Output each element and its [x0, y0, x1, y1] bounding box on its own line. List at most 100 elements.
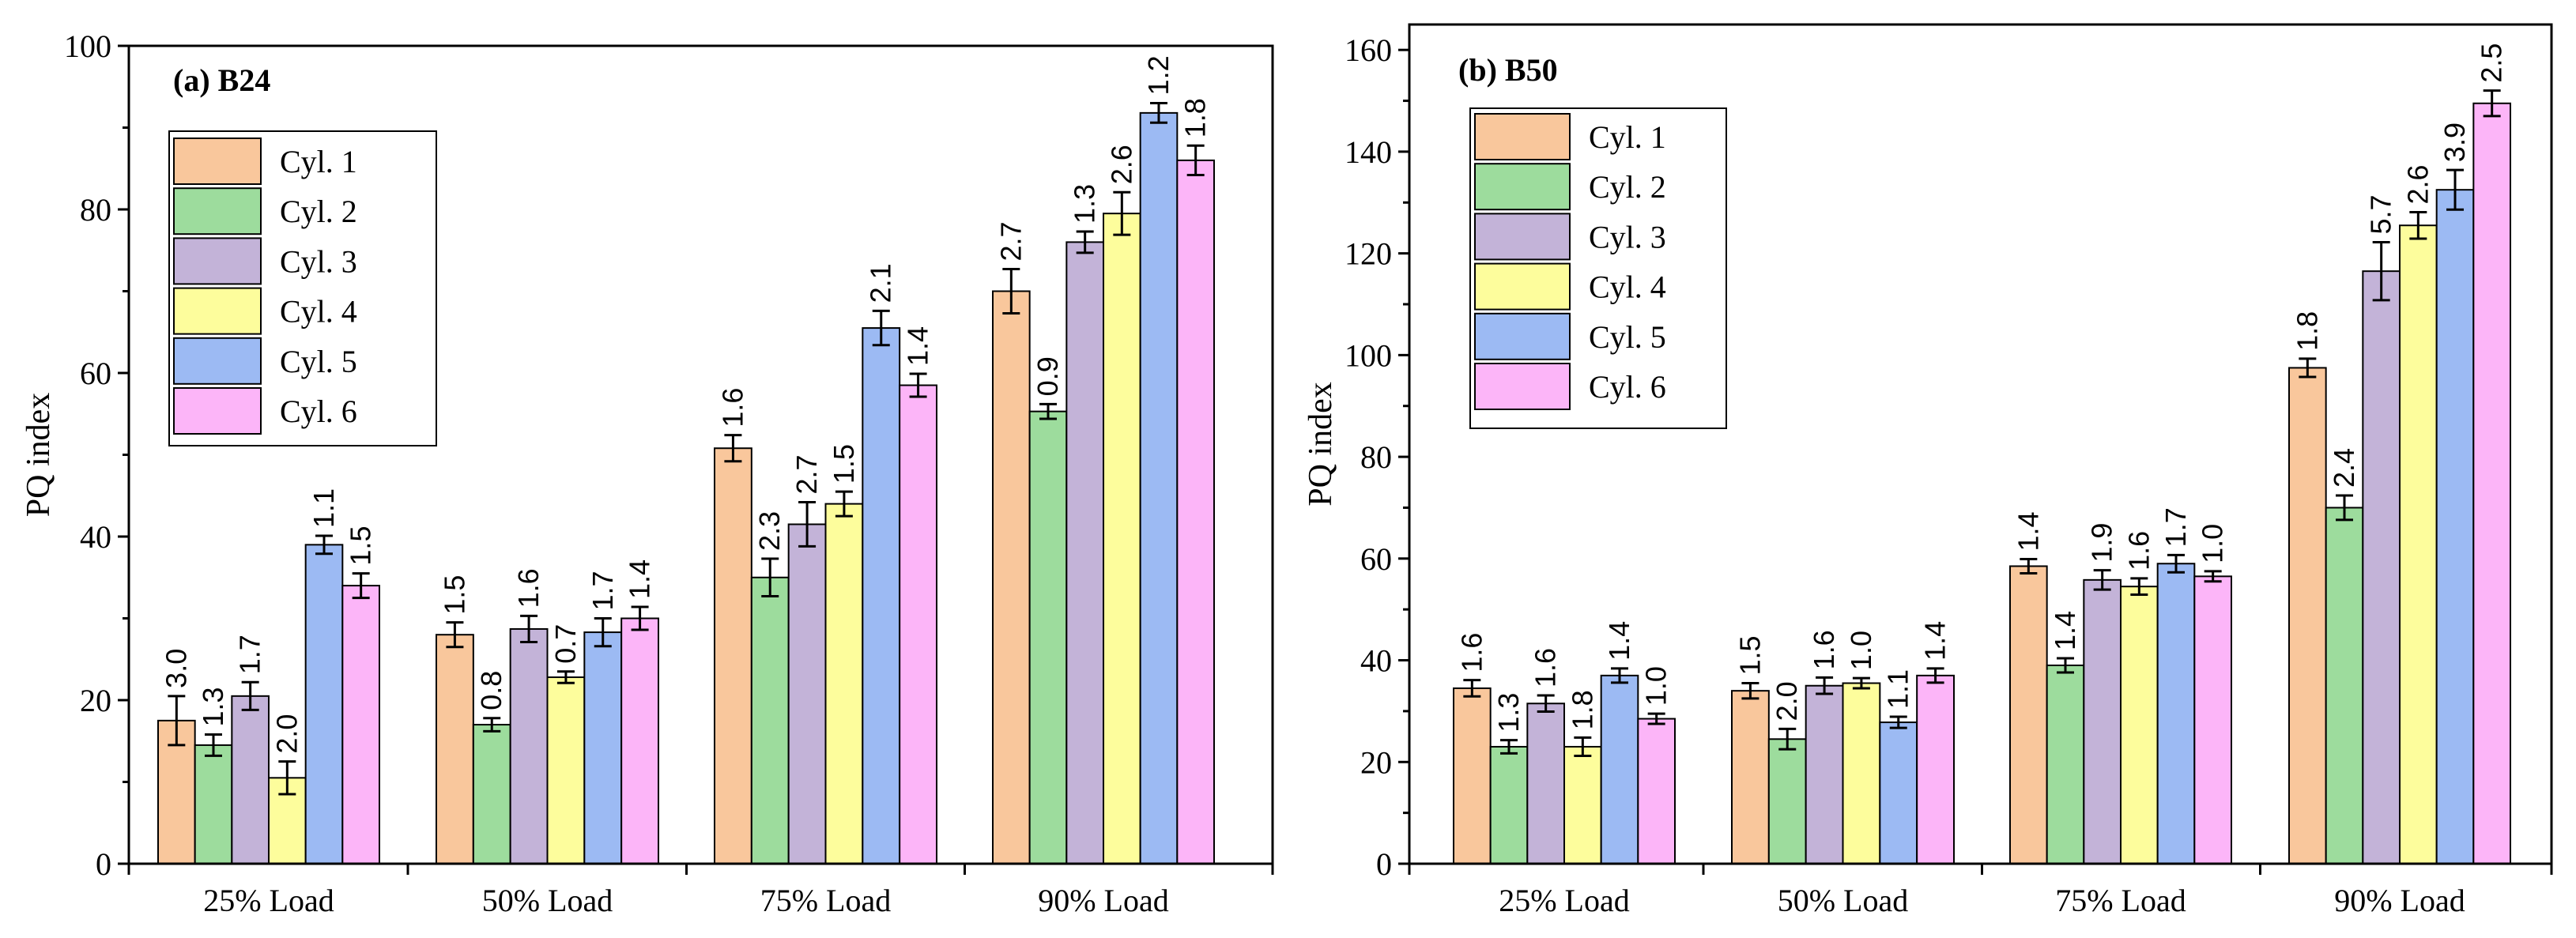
bar-b-2-cyl6 [1916, 674, 1956, 865]
bar-a-2-cyl3 [509, 627, 549, 865]
y-tick-label-b: 160 [1345, 32, 1392, 68]
bar-b-4-cyl4 [2399, 224, 2438, 865]
bar-b-2-cyl5 [1879, 721, 1918, 865]
bar-b-2-cyl3 [1805, 684, 1844, 865]
y-tick-label-b: 140 [1345, 134, 1392, 170]
chart-panel-b: 1.6 1.3 1.6 1.8 1.4 1.0 25% Load 1.5 2.0 1.6 1.0 1.… [1288, 0, 2576, 938]
data-label-a-1-cyl1: 3.0 [160, 649, 192, 688]
data-label-b-2-cyl3: 1.6 [1808, 630, 1840, 669]
y-tick-label-a: 60 [80, 356, 111, 391]
legend-label-b-cyl5: Cyl. 5 [1589, 319, 1666, 355]
plot-frame-b [1408, 23, 2553, 865]
data-label-a-1-cyl6: 1.5 [345, 526, 377, 566]
data-label-a-2-cyl5: 1.7 [586, 571, 619, 610]
x-tick-label-a-4: 90% Load [1038, 883, 1169, 918]
data-label-a-1-cyl5: 1.1 [307, 488, 340, 528]
data-label-a-4-cyl2: 0.9 [1032, 356, 1064, 396]
legend-swatch-b-cyl3 [1474, 213, 1571, 261]
y-tick-label-a: 0 [96, 846, 111, 882]
data-label-b-2-cyl2: 2.0 [1771, 681, 1803, 721]
y-tick-label-a: 40 [80, 519, 111, 555]
data-label-a-3-cyl6: 1.4 [902, 326, 934, 366]
data-label-a-1-cyl2: 1.3 [197, 687, 229, 726]
bar-b-4-cyl5 [2435, 189, 2475, 865]
bar-b-4-cyl3 [2362, 270, 2401, 865]
legend-swatch-b-cyl1 [1474, 113, 1571, 160]
bar-b-3-cyl4 [2120, 586, 2159, 865]
data-label-b-4-cyl3: 5.7 [2365, 194, 2397, 234]
y-axis-title-a: PQ index [21, 393, 57, 518]
legend-label-b-cyl3: Cyl. 3 [1589, 219, 1666, 254]
data-label-b-4-cyl5: 3.9 [2438, 122, 2471, 162]
bar-a-4-cyl3 [1065, 241, 1105, 865]
data-label-a-2-cyl3: 1.6 [512, 568, 545, 608]
legend-swatch-b-cyl5 [1474, 312, 1571, 360]
data-label-b-3-cyl6: 1.0 [2197, 524, 2229, 563]
legend-swatch-a-cyl4 [173, 287, 262, 335]
bar-a-1-cyl2 [194, 744, 233, 865]
bar-a-4-cyl4 [1103, 213, 1141, 865]
bar-a-1-cyl5 [304, 544, 344, 865]
legend-swatch-b-cyl6 [1474, 363, 1571, 410]
bar-a-2-cyl4 [546, 676, 586, 865]
legend-swatch-a-cyl6 [173, 387, 262, 435]
y-tick-label-b: 80 [1360, 439, 1392, 475]
x-tick-label-a-3: 75% Load [760, 883, 892, 918]
y-tick-label-b: 60 [1360, 541, 1392, 577]
bar-a-4-cyl5 [1139, 111, 1179, 865]
data-label-a-1-cyl3: 1.7 [234, 635, 266, 674]
data-label-b-4-cyl4: 2.6 [2401, 164, 2434, 204]
data-label-b-2-cyl4: 1.0 [1845, 631, 1877, 670]
bar-a-3-cyl1 [714, 447, 752, 865]
bar-b-3-cyl1 [2009, 565, 2048, 865]
legend-swatch-a-cyl5 [173, 337, 262, 385]
data-label-a-3-cyl4: 1.5 [828, 444, 860, 484]
bar-b-3-cyl6 [2193, 575, 2233, 865]
legend-label-b-cyl1: Cyl. 1 [1589, 119, 1666, 155]
bar-a-2-cyl2 [472, 724, 511, 865]
data-label-b-2-cyl1: 1.5 [1733, 635, 1766, 675]
bar-a-1-cyl6 [341, 585, 381, 865]
data-label-a-2-cyl6: 1.4 [624, 559, 656, 599]
bar-b-2-cyl2 [1767, 738, 1807, 865]
y-tick-label-a: 80 [80, 192, 111, 228]
bar-b-1-cyl2 [1489, 745, 1529, 865]
data-label-a-3-cyl5: 2.1 [865, 263, 897, 303]
bar-a-3-cyl2 [750, 576, 790, 865]
x-tick-label-a-1: 25% Load [203, 883, 334, 918]
bar-b-2-cyl1 [1731, 690, 1770, 865]
y-tick-label-b: 120 [1345, 236, 1392, 272]
bar-b-2-cyl4 [1842, 682, 1881, 865]
data-label-b-2-cyl6: 1.4 [1919, 621, 1952, 661]
y-tick-label-b: 0 [1376, 846, 1392, 882]
data-label-b-1-cyl2: 1.3 [1492, 693, 1525, 733]
data-label-a-4-cyl3: 1.3 [1069, 184, 1101, 224]
bar-a-4-cyl6 [1176, 159, 1216, 865]
legend-swatch-a-cyl3 [173, 237, 262, 285]
chart-title-a: (a) B24 [173, 62, 270, 98]
x-tick-label-b-3: 75% Load [2055, 883, 2186, 918]
chart-panel-a: 3.0 1.3 1.7 2.0 1.1 1.5 25% Load 1.5 0.8 1.6 0.7 1.… [0, 0, 1280, 938]
data-label-a-3-cyl1: 1.6 [716, 388, 749, 428]
data-label-b-4-cyl1: 1.8 [2291, 311, 2323, 351]
data-label-b-1-cyl3: 1.6 [1529, 648, 1562, 687]
chart-title-b: (b) B50 [1458, 52, 1558, 88]
x-tick-label-b-1: 25% Load [1499, 883, 1630, 918]
legend-label-a-cyl3: Cyl. 3 [280, 243, 357, 279]
legend-label-a-cyl4: Cyl. 4 [280, 294, 357, 330]
bar-a-3-cyl3 [787, 523, 827, 865]
y-tick-label-a: 100 [64, 28, 111, 64]
data-label-b-1-cyl4: 1.8 [1566, 690, 1598, 729]
data-label-a-4-cyl1: 2.7 [994, 222, 1027, 262]
data-label-a-4-cyl5: 1.2 [1142, 55, 1175, 95]
bar-a-2-cyl1 [436, 634, 474, 865]
legend-swatch-a-cyl1 [173, 137, 262, 185]
legend-label-b-cyl4: Cyl. 4 [1589, 269, 1666, 305]
data-label-b-3-cyl3: 1.9 [2086, 523, 2118, 563]
legend-label-b-cyl6: Cyl. 6 [1589, 369, 1666, 405]
bar-a-3-cyl6 [899, 384, 937, 865]
data-label-b-3-cyl4: 1.6 [2122, 531, 2155, 571]
chart-a-svg: 3.01.31.72.01.11.525% Load1.50.81.60.71.… [21, 28, 1274, 918]
bar-a-4-cyl2 [1028, 410, 1068, 865]
